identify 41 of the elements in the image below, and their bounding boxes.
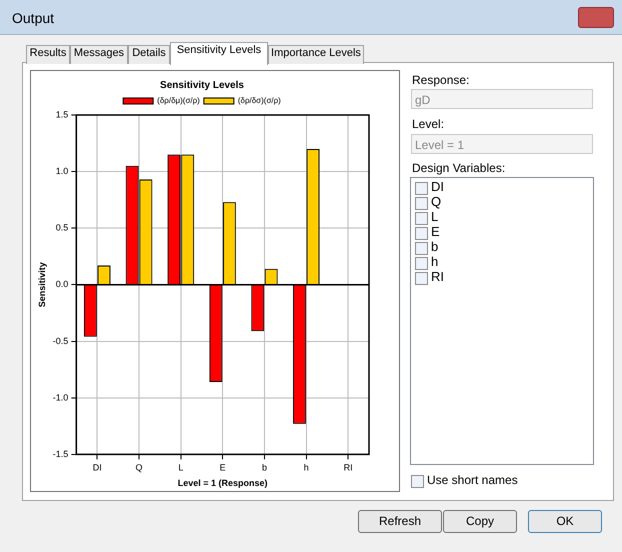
text: gD: [411, 89, 593, 109]
text: Design Variables:: [412, 161, 506, 175]
text: Refresh: [358, 510, 442, 533]
text: Importance Levels: [268, 45, 364, 64]
text: E: [431, 224, 440, 239]
y-tick-label: -1.0: [52, 392, 68, 402]
text: Details: [128, 45, 170, 64]
y-tick-label: 1.5: [56, 109, 68, 120]
x-tick-label: h: [304, 462, 309, 472]
text: OK: [528, 510, 602, 533]
text: Results: [26, 45, 70, 64]
text: Messages: [70, 45, 128, 64]
y-axis-title: Sensitivity: [36, 262, 47, 308]
y-tick-label: 0.5: [56, 222, 68, 233]
x-tick-label: b: [262, 462, 267, 472]
text: Q: [431, 194, 442, 209]
x-tick-label: E: [220, 462, 226, 472]
text: Sensitivity Levels: [170, 42, 268, 65]
text: b: [431, 239, 438, 254]
text: RI: [431, 269, 444, 284]
chart-title: Sensitivity Levels: [160, 80, 244, 91]
text: Output: [12, 10, 54, 26]
text: Level:: [412, 117, 444, 131]
text: Copy: [443, 510, 517, 533]
text: Response:: [412, 73, 470, 87]
legend-label: (δρ/δμ)(σ/ρ): [157, 96, 200, 106]
x-axis-title: Level = 1 (Response): [178, 478, 268, 488]
text: L: [431, 209, 438, 224]
y-tick-label: -0.5: [52, 336, 68, 346]
x-tick-label: RI: [344, 462, 353, 472]
text: DI: [431, 179, 444, 194]
text: h: [431, 254, 438, 269]
y-tick-label: -1.5: [52, 448, 68, 459]
text: Use short names: [427, 473, 518, 487]
y-tick-label: 1.0: [56, 166, 68, 176]
x-tick-label: DI: [92, 462, 102, 472]
text: Level = 1: [411, 134, 593, 154]
x-tick-label: Q: [136, 462, 143, 472]
x-tick-label: L: [178, 462, 184, 472]
y-tick-label: 0.0: [56, 279, 68, 290]
legend-label: (δρ/δσ)(σ/ρ): [238, 96, 282, 106]
